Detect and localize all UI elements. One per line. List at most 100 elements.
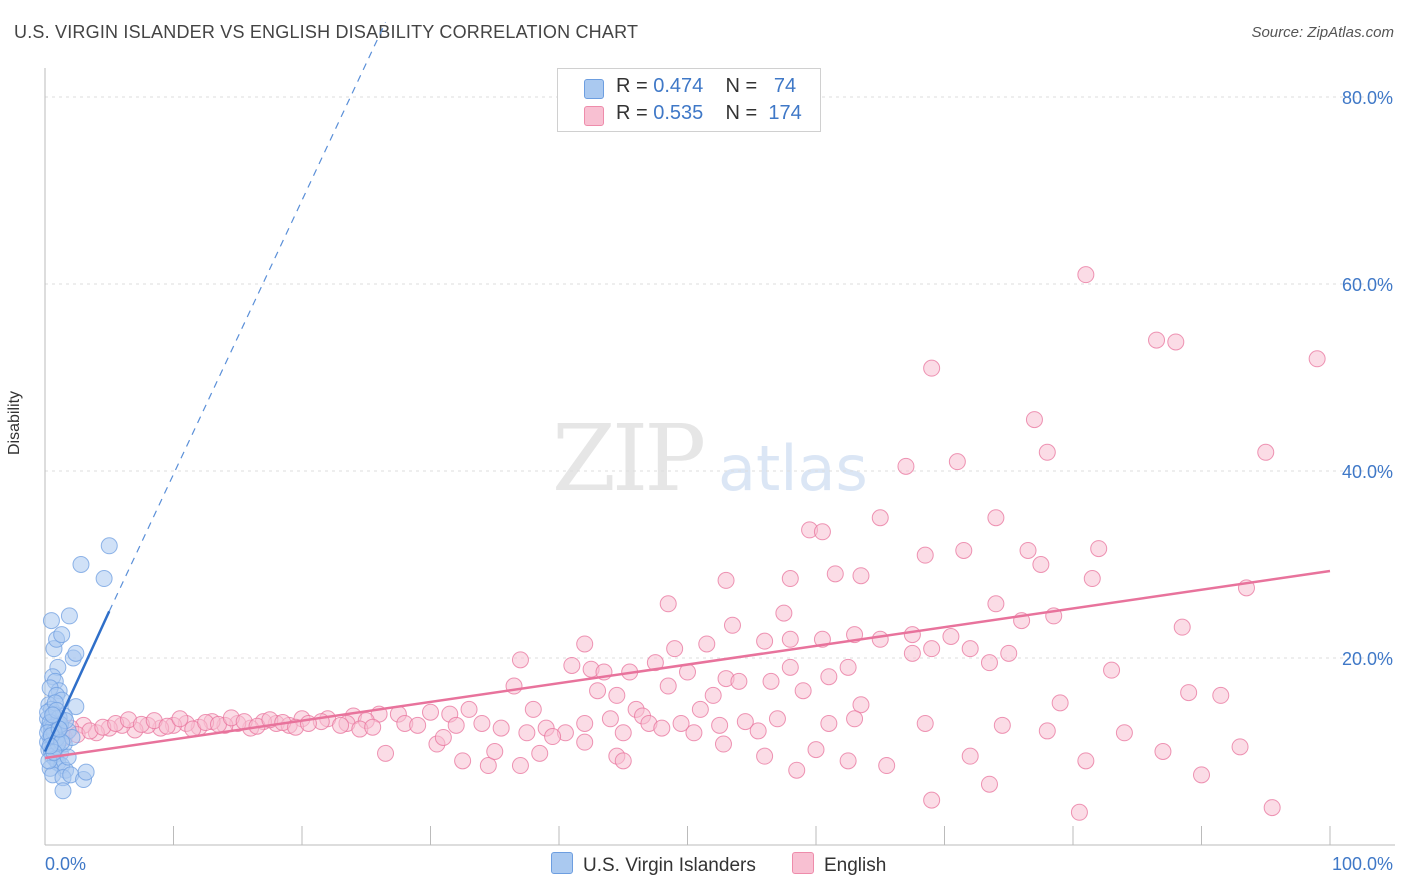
point-english xyxy=(993,716,1011,734)
point-english xyxy=(576,714,594,732)
point-english xyxy=(409,716,427,734)
point-english xyxy=(1083,570,1101,588)
point-english xyxy=(1038,443,1056,461)
point-english xyxy=(723,616,741,634)
tick-labels: 20.0% 40.0% 60.0% 80.0% 0.0% 100.0% xyxy=(45,88,1393,874)
point-english xyxy=(961,747,979,765)
point-english xyxy=(987,509,1005,527)
point-english xyxy=(434,728,452,746)
trend-line-virgin-islanders xyxy=(43,610,111,753)
point-english xyxy=(479,757,497,775)
point-english xyxy=(916,546,934,564)
point-english xyxy=(756,632,774,650)
point-english xyxy=(171,710,189,728)
point-english xyxy=(614,752,632,770)
point-english xyxy=(1180,684,1198,702)
point-english xyxy=(646,654,664,672)
point-virgin-islanders xyxy=(67,644,85,662)
point-english xyxy=(158,717,176,735)
point-english xyxy=(923,791,941,809)
point-english xyxy=(852,696,870,714)
point-english xyxy=(749,722,767,740)
legend-stats: R = 0.474 N = 74 xyxy=(616,75,796,98)
point-english xyxy=(492,719,510,737)
point-english xyxy=(714,735,732,753)
point-english xyxy=(544,728,562,746)
point-english xyxy=(807,741,825,759)
watermark-zip: ZIP xyxy=(552,405,703,512)
point-english xyxy=(794,682,812,700)
n-value: 74 xyxy=(773,75,797,97)
point-english xyxy=(1103,661,1121,679)
point-english xyxy=(447,716,465,734)
point-english xyxy=(486,743,504,760)
trend-lines xyxy=(43,21,1331,760)
point-virgin-islanders xyxy=(54,782,72,800)
point-english xyxy=(563,656,581,674)
point-english xyxy=(820,668,838,686)
point-english xyxy=(1019,541,1037,559)
point-english xyxy=(460,700,478,718)
point-english xyxy=(1212,686,1230,704)
bottom-legend-virgin-islanders: U.S. Virgin Islanders xyxy=(551,852,756,877)
point-english xyxy=(1257,443,1275,461)
point-english xyxy=(531,744,549,762)
point-english xyxy=(1193,766,1210,784)
point-english xyxy=(756,747,774,765)
point-english xyxy=(1167,333,1185,351)
point-english xyxy=(961,640,979,658)
y-tick-label: 60.0% xyxy=(1342,275,1393,295)
point-english xyxy=(454,752,472,770)
point-virgin-islanders xyxy=(95,570,113,588)
point-english xyxy=(781,570,799,588)
point-english xyxy=(923,359,941,377)
point-english xyxy=(422,703,439,721)
point-english xyxy=(1032,556,1050,573)
point-english xyxy=(923,640,941,658)
point-english xyxy=(852,567,870,585)
n-label: N = xyxy=(725,75,758,97)
r-label: R = xyxy=(616,75,648,97)
trend-line-english xyxy=(44,569,1331,760)
point-english xyxy=(691,700,709,718)
legend-swatch-pink xyxy=(584,106,604,126)
point-english xyxy=(781,630,799,648)
y-tick-label: 80.0% xyxy=(1342,88,1393,108)
point-english xyxy=(659,677,677,695)
point-english xyxy=(1070,803,1088,821)
n-value: 174 xyxy=(768,102,802,124)
point-english xyxy=(672,714,690,732)
point-english xyxy=(775,604,793,622)
point-english xyxy=(511,757,529,775)
point-english xyxy=(839,658,857,676)
point-english xyxy=(576,635,594,653)
point-virgin-islanders xyxy=(53,626,71,644)
point-english xyxy=(736,713,754,731)
point-english xyxy=(980,654,998,672)
r-value: 0.474 xyxy=(653,75,704,97)
point-english xyxy=(1308,350,1326,368)
bottom-legend-swatch-pink xyxy=(792,852,814,874)
point-english xyxy=(1231,738,1249,756)
point-english xyxy=(1077,752,1095,770)
point-english xyxy=(576,733,594,751)
point-english xyxy=(987,595,1005,613)
point-english xyxy=(377,744,395,762)
point-english xyxy=(948,453,966,471)
point-english xyxy=(903,626,921,644)
point-english xyxy=(897,457,915,475)
point-english xyxy=(903,644,921,662)
point-english xyxy=(942,627,960,645)
point-english xyxy=(364,718,382,736)
legend-row-english: R = 0.535 N = 174 xyxy=(558,102,820,128)
point-english xyxy=(1090,540,1108,558)
point-virgin-islanders xyxy=(67,698,85,716)
legend-stats: R = 0.535 N = 174 xyxy=(616,102,802,125)
point-english xyxy=(601,710,619,728)
point-english xyxy=(659,595,677,613)
chart-title: U.S. VIRGIN ISLANDER VS ENGLISH DISABILI… xyxy=(14,22,639,42)
point-english xyxy=(846,710,864,728)
data-points xyxy=(39,266,1326,821)
bottom-legend-english: English xyxy=(792,852,886,877)
